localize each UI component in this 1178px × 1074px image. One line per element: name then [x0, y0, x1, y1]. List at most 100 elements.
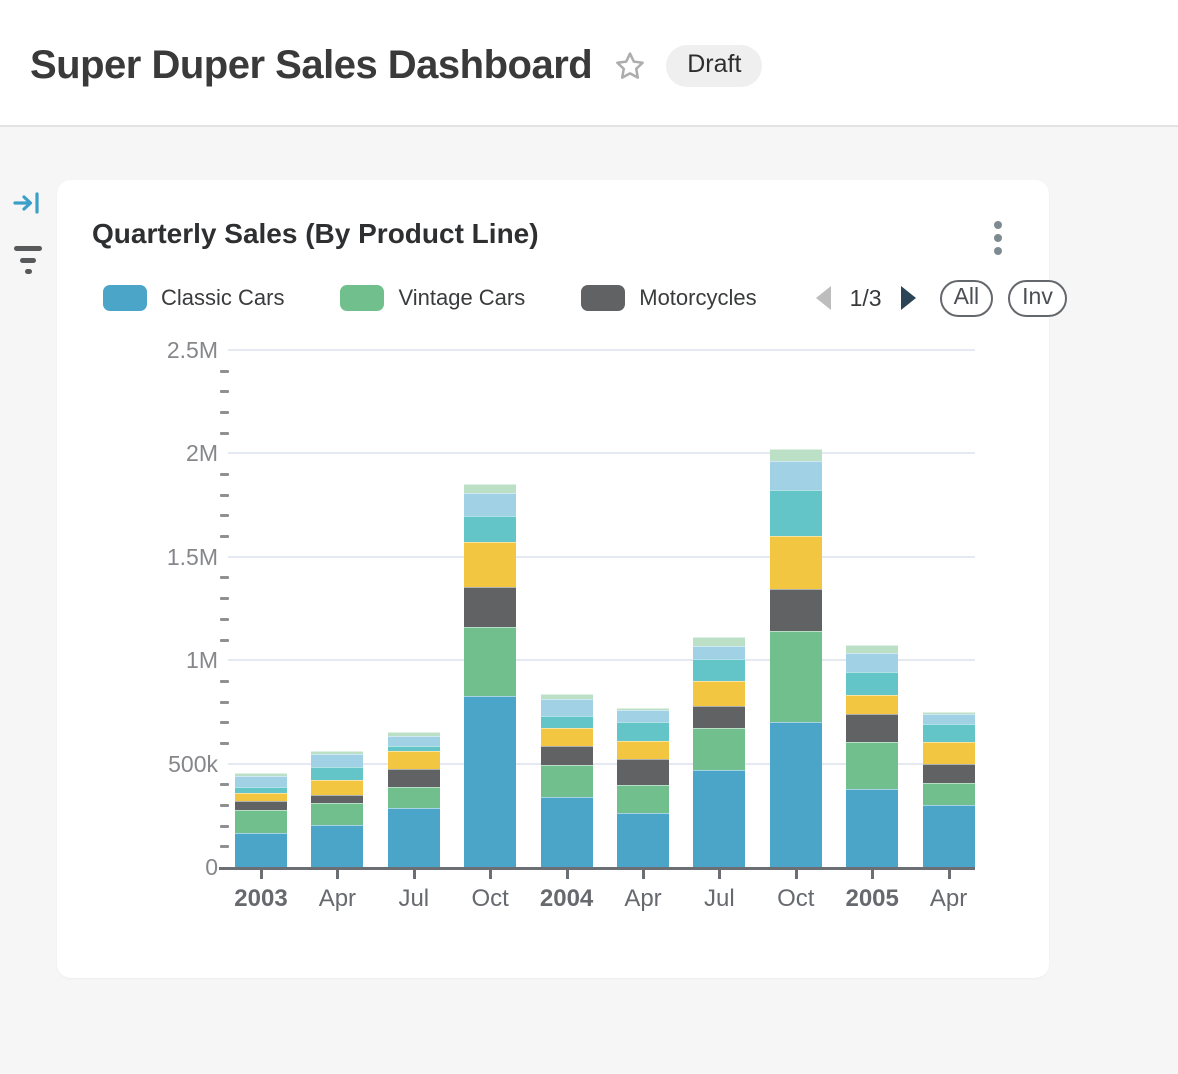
bar-segment-unlabeled-light-blue[interactable] [617, 710, 669, 723]
bar-segment-motorcycles[interactable] [387, 768, 440, 788]
select-all-button[interactable]: All [939, 279, 994, 317]
bar-segment-classic-cars[interactable] [617, 812, 669, 867]
bar-oct [464, 484, 517, 867]
x-axis-tick [412, 870, 416, 879]
bar-segment-vintage-cars[interactable] [846, 741, 899, 789]
bar-segment-unlabeled-yellow[interactable] [922, 742, 975, 764]
bar-segment-vintage-cars[interactable] [387, 787, 440, 809]
bar-segment-unlabeled-yellow[interactable] [540, 728, 593, 747]
bar-segment-unlabeled-teal[interactable] [846, 672, 899, 696]
bar-segment-unlabeled-light-green[interactable] [235, 773, 287, 777]
bar-segment-unlabeled-yellow[interactable] [311, 780, 364, 795]
bar-segment-unlabeled-light-blue[interactable] [922, 714, 975, 724]
bar-segment-classic-cars[interactable] [769, 722, 822, 867]
bar-segment-unlabeled-teal[interactable] [693, 658, 746, 681]
bar-segment-unlabeled-yellow[interactable] [769, 535, 822, 590]
legend-item[interactable]: Vintage Cars [340, 285, 525, 311]
bar-segment-unlabeled-light-blue[interactable] [387, 736, 440, 747]
bar-segment-classic-cars[interactable] [311, 824, 364, 867]
y-axis-minor-tick [220, 617, 229, 621]
bar-segment-motorcycles[interactable] [693, 705, 746, 729]
x-axis-line [219, 867, 975, 870]
bar-segment-motorcycles[interactable] [846, 713, 899, 742]
bar-segment-unlabeled-light-blue[interactable] [693, 645, 746, 659]
bar-segment-unlabeled-light-green[interactable] [922, 711, 975, 714]
favorite-button[interactable] [612, 48, 648, 84]
bar-segment-motorcycles[interactable] [617, 758, 669, 785]
bar-segment-unlabeled-teal[interactable] [235, 787, 287, 794]
legend-prev-button[interactable] [813, 284, 835, 312]
x-axis-tick-label: Oct [471, 885, 509, 912]
bar-segment-unlabeled-light-green[interactable] [846, 644, 899, 653]
bar-segment-unlabeled-teal[interactable] [769, 489, 822, 536]
bar-segment-unlabeled-teal[interactable] [464, 515, 517, 543]
x-axis-tick [947, 870, 951, 879]
legend-next-button[interactable] [897, 284, 919, 312]
bar-apr [617, 708, 669, 867]
bar-segment-classic-cars[interactable] [922, 805, 975, 867]
bar-segment-unlabeled-light-blue[interactable] [769, 461, 822, 490]
x-axis-tick-label: 2004 [539, 885, 594, 912]
bar-segment-motorcycles[interactable] [464, 586, 517, 628]
sidebar-toggle-button[interactable] [13, 189, 43, 222]
bar-segment-unlabeled-light-blue[interactable] [235, 776, 287, 788]
bar-segment-unlabeled-yellow[interactable] [464, 542, 517, 587]
bar-segment-vintage-cars[interactable] [235, 810, 287, 833]
bar-segment-classic-cars[interactable] [693, 769, 746, 867]
bar-segment-vintage-cars[interactable] [693, 728, 746, 770]
bar-segment-unlabeled-light-green[interactable] [311, 751, 364, 754]
bar-segment-unlabeled-yellow[interactable] [846, 695, 899, 714]
bar-segment-unlabeled-teal[interactable] [922, 723, 975, 743]
bar-segment-unlabeled-yellow[interactable] [235, 793, 287, 802]
bar-segment-unlabeled-light-green[interactable] [464, 484, 517, 493]
bar-segment-unlabeled-yellow[interactable] [617, 740, 669, 759]
bar-apr [922, 711, 975, 867]
legend-label: Vintage Cars [398, 285, 526, 310]
bar-jul [387, 732, 440, 867]
bar-segment-classic-cars[interactable] [235, 832, 287, 867]
filter-button[interactable] [13, 242, 45, 278]
bar-segment-classic-cars[interactable] [387, 808, 440, 867]
bar-segment-vintage-cars[interactable] [540, 765, 593, 797]
bar-segment-classic-cars[interactable] [464, 696, 517, 867]
bar-segment-motorcycles[interactable] [235, 801, 287, 811]
card-menu-button[interactable] [987, 220, 1009, 256]
bar-segment-unlabeled-light-green[interactable] [387, 732, 440, 737]
legend-item[interactable]: Motorcycles [581, 285, 757, 311]
x-axis-tick-label: 2005 [845, 885, 899, 912]
legend-item[interactable]: Classic Cars [103, 285, 284, 311]
bar-segment-unlabeled-light-blue[interactable] [540, 698, 593, 716]
bar-segment-unlabeled-light-blue[interactable] [846, 653, 899, 673]
bar-segment-vintage-cars[interactable] [769, 630, 822, 723]
bar-segment-unlabeled-teal[interactable] [540, 715, 593, 729]
bar-segment-unlabeled-yellow[interactable] [693, 680, 746, 706]
x-axis-tick [565, 870, 569, 879]
bar-segment-classic-cars[interactable] [846, 788, 899, 867]
bar-segment-unlabeled-light-green[interactable] [769, 448, 822, 462]
y-axis-tick-label: 2.5M [166, 337, 218, 363]
bar-segment-unlabeled-light-green[interactable] [617, 708, 669, 711]
bar-segment-motorcycles[interactable] [540, 746, 593, 766]
gridline [228, 349, 975, 351]
bar-segment-unlabeled-teal[interactable] [617, 722, 669, 741]
legend-label: Classic Cars [161, 285, 285, 310]
bar-segment-unlabeled-light-blue[interactable] [311, 753, 364, 767]
y-axis-minor-tick [220, 369, 229, 373]
bar-segment-vintage-cars[interactable] [922, 783, 975, 806]
bar-segment-unlabeled-light-blue[interactable] [464, 492, 517, 516]
bar-segment-motorcycles[interactable] [922, 763, 975, 784]
invert-selection-button[interactable]: Inv [1008, 279, 1067, 317]
bar-segment-vintage-cars[interactable] [311, 802, 364, 825]
bar-segment-unlabeled-teal[interactable] [311, 766, 364, 781]
bar-segment-classic-cars[interactable] [540, 796, 593, 867]
legend-pager: 1/3 All Inv [813, 279, 1067, 317]
bar-segment-vintage-cars[interactable] [617, 784, 669, 813]
x-axis-tick [794, 870, 798, 879]
bar-segment-vintage-cars[interactable] [464, 627, 517, 697]
bar-segment-unlabeled-yellow[interactable] [387, 751, 440, 769]
bar-segment-unlabeled-light-green[interactable] [540, 694, 593, 699]
bar-segment-motorcycles[interactable] [311, 794, 364, 803]
bar-segment-motorcycles[interactable] [769, 589, 822, 631]
bar-segment-unlabeled-light-green[interactable] [693, 636, 746, 646]
bar-segment-unlabeled-teal[interactable] [387, 746, 440, 752]
